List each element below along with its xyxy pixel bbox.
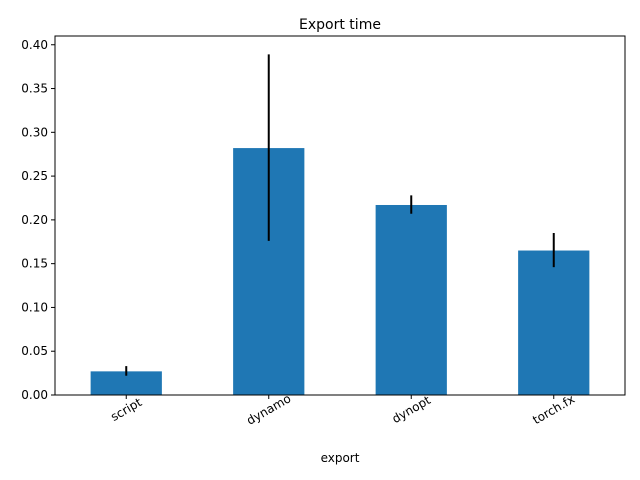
y-tick-label: 0.05 — [21, 344, 48, 358]
x-tick-label: script — [108, 395, 144, 424]
y-tick-label: 0.35 — [21, 82, 48, 96]
bar-torch-fx — [518, 250, 590, 395]
y-axis: 0.00 0.05 0.10 0.15 0.20 0.25 0.30 0.35 0.40 — [21, 38, 55, 402]
y-tick-label: 0.30 — [21, 125, 48, 139]
y-tick-label: 0.10 — [21, 300, 48, 314]
y-tick-label: 0.25 — [21, 169, 48, 183]
x-axis: script dynamo dynopt torch.fx — [108, 391, 577, 427]
chart-title: Export time — [299, 17, 381, 33]
y-tick-label: 0.40 — [21, 38, 48, 52]
plot-frame — [54, 35, 626, 396]
y-tick-label: 0.15 — [21, 257, 48, 271]
y-tick-label: 0.00 — [21, 388, 48, 402]
y-tick-label: 0.20 — [21, 213, 48, 227]
x-axis-label: export — [321, 451, 360, 465]
bar-dynopt — [375, 204, 447, 395]
plot-area — [90, 54, 590, 395]
bar-script — [90, 371, 162, 395]
